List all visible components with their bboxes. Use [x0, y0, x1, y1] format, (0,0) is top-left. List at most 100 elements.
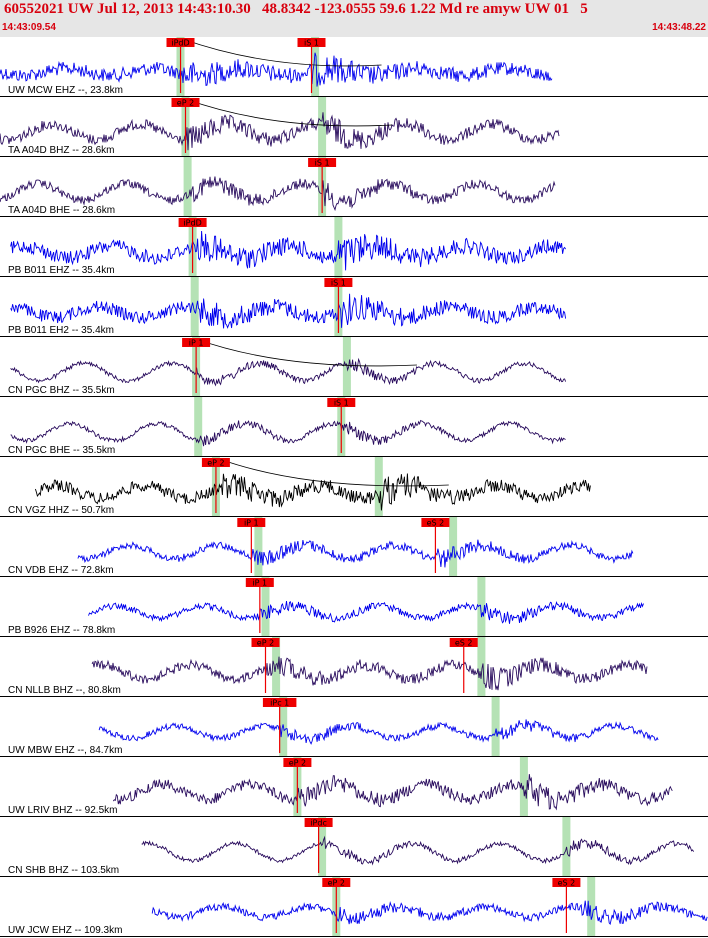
pick-flag[interactable]	[166, 38, 195, 47]
pick-window-band	[194, 397, 203, 457]
station-label: CN NLLB BHZ --, 80.8km	[8, 685, 121, 696]
trace-row[interactable]: eP 2 eS 2 CN NLLB BHZ --, 80.8km	[0, 637, 708, 697]
trace-row[interactable]: eP 2 TA A04D BHZ -- 28.6km	[0, 97, 708, 157]
seismogram-header: 60552021 UW Jul 12, 2013 14:43:10.30 48.…	[0, 0, 708, 37]
waveform-trace[interactable]	[141, 835, 694, 866]
pick-label: iPdc	[310, 819, 327, 828]
pick-flag[interactable]	[304, 818, 333, 827]
pick-window-band	[318, 817, 327, 877]
waveform-trace[interactable]	[77, 539, 634, 568]
coda-curve	[182, 38, 382, 67]
pick-flag[interactable]	[552, 878, 581, 887]
pick-window-band	[477, 637, 486, 697]
waveform-trace[interactable]	[151, 900, 708, 925]
pick-window-band	[311, 37, 320, 97]
waveform-trace[interactable]	[0, 52, 553, 87]
pick-label: iP 1	[252, 579, 267, 588]
station-label: UW JCW EHZ -- 109.3km	[8, 925, 122, 936]
pick-flag[interactable]	[283, 758, 312, 767]
waveform-trace[interactable]	[10, 419, 566, 447]
station-label: PB B011 EHZ -- 35.4km	[8, 265, 115, 276]
station-label: UW LRIV BHZ -- 92.5km	[8, 805, 117, 816]
pick-window-band	[254, 517, 263, 577]
station-label: PB B926 EHZ -- 78.8km	[8, 625, 115, 636]
waveform-trace[interactable]	[0, 176, 556, 212]
trace-row[interactable]: iS 1 TA A04D BHE -- 28.6km	[0, 157, 708, 217]
pick-label: iPdD	[183, 219, 201, 228]
seismogram-plot[interactable]: iPdD iS 1 UW MCW EHZ --, 23.8km eP 2 TA A04D…	[0, 37, 708, 938]
station-label: CN VGZ HHZ -- 50.7km	[8, 505, 114, 516]
pick-window-band	[491, 697, 500, 757]
pick-flag[interactable]	[324, 278, 353, 287]
traces-canvas[interactable]: iPdD iS 1 UW MCW EHZ --, 23.8km eP 2 TA A04D…	[0, 37, 708, 938]
pick-label: eS 2	[558, 879, 576, 888]
pick-label: iP 1	[189, 339, 204, 348]
trace-row[interactable]: iP 1 eS 2 CN VDB EHZ -- 72.8km	[0, 517, 708, 577]
trace-row[interactable]: eP 2 UW LRIV BHZ -- 92.5km	[0, 757, 708, 817]
trace-row[interactable]: eP 2 eS 2 UW JCW EHZ -- 109.3km	[0, 877, 708, 937]
pick-label: iS 1	[304, 39, 319, 48]
waveform-trace[interactable]	[10, 357, 567, 387]
trace-row[interactable]: iS 1 CN PGC BHE -- 35.5km	[0, 397, 708, 457]
pick-flag[interactable]	[322, 878, 351, 887]
waveform-trace[interactable]	[10, 230, 566, 271]
trace-row[interactable]: iPdD iS 1 UW MCW EHZ --, 23.8km	[0, 37, 708, 97]
station-label: CN PGC BHZ -- 35.5km	[8, 385, 115, 396]
station-label: UW MBW EHZ --, 84.7km	[8, 745, 122, 756]
event-title: 60552021 UW Jul 12, 2013 14:43:10.30 48.…	[4, 1, 588, 17]
pick-flag[interactable]	[178, 218, 207, 227]
pick-window-band	[261, 577, 270, 637]
coda-curve	[185, 98, 393, 127]
station-label: CN PGC BHE -- 35.5km	[8, 445, 115, 456]
station-label: TA A04D BHE -- 28.6km	[8, 205, 115, 216]
trace-row[interactable]: eP 2 CN VGZ HHZ -- 50.7km	[0, 457, 708, 517]
pick-flag[interactable]	[449, 638, 478, 647]
waveform-trace[interactable]	[88, 601, 644, 624]
trace-row[interactable]: iP 1 CN PGC BHZ -- 35.5km	[0, 337, 708, 397]
pick-window-band	[318, 97, 327, 157]
pick-window-band	[374, 457, 383, 517]
station-label: TA A04D BHZ -- 28.6km	[8, 145, 115, 156]
waveform-trace[interactable]	[10, 293, 567, 329]
pick-label: eP 2	[177, 99, 194, 108]
pick-flag[interactable]	[297, 38, 326, 47]
pick-flag[interactable]	[245, 578, 274, 587]
pick-flag[interactable]	[251, 638, 280, 647]
coda-curve	[219, 458, 449, 487]
pick-flag[interactable]	[237, 518, 266, 527]
pick-flag[interactable]	[201, 458, 230, 467]
trace-row[interactable]: iPdD PB B011 EHZ -- 35.4km	[0, 217, 708, 277]
pick-flag[interactable]	[421, 518, 450, 527]
pick-label: eS 2	[427, 519, 445, 528]
trace-row[interactable]: iS 1 PB B011 EH2 -- 35.4km	[0, 277, 708, 337]
pick-label: eP 2	[257, 639, 274, 648]
pick-window-band	[183, 157, 192, 217]
waveform-trace[interactable]	[98, 719, 659, 745]
pick-flag[interactable]	[308, 158, 337, 167]
pick-flag[interactable]	[171, 98, 200, 107]
pick-label: iS 1	[334, 399, 349, 408]
pick-label: eP 2	[328, 879, 345, 888]
pick-label: iPc 1	[270, 699, 289, 708]
pick-label: eP 2	[289, 759, 306, 768]
pick-window-band	[190, 277, 199, 337]
trace-row[interactable]: iPdc CN SHB BHZ -- 103.5km	[0, 817, 708, 877]
station-label: CN VDB EHZ -- 72.8km	[8, 565, 114, 576]
pick-window-band	[477, 577, 486, 637]
pick-window-band	[587, 877, 596, 937]
waveform-trace[interactable]	[34, 473, 591, 511]
pick-label: iS 1	[315, 159, 330, 168]
station-label: UW MCW EHZ --, 23.8km	[8, 85, 123, 96]
waveform-trace[interactable]	[0, 112, 560, 151]
pick-label: eS 2	[455, 639, 473, 648]
pick-label: iPdD	[171, 39, 189, 48]
pick-flag[interactable]	[182, 338, 211, 347]
pick-flag[interactable]	[327, 398, 356, 407]
waveform-trace[interactable]	[112, 774, 673, 811]
pick-flag[interactable]	[262, 698, 297, 707]
waveform-trace[interactable]	[91, 656, 648, 691]
end-time-label: 14:43:48.22	[652, 22, 706, 33]
pick-window-band	[519, 757, 528, 817]
trace-row[interactable]: iP 1 PB B926 EHZ -- 78.8km	[0, 577, 708, 637]
trace-row[interactable]: iPc 1 UW MBW EHZ --, 84.7km	[0, 697, 708, 757]
